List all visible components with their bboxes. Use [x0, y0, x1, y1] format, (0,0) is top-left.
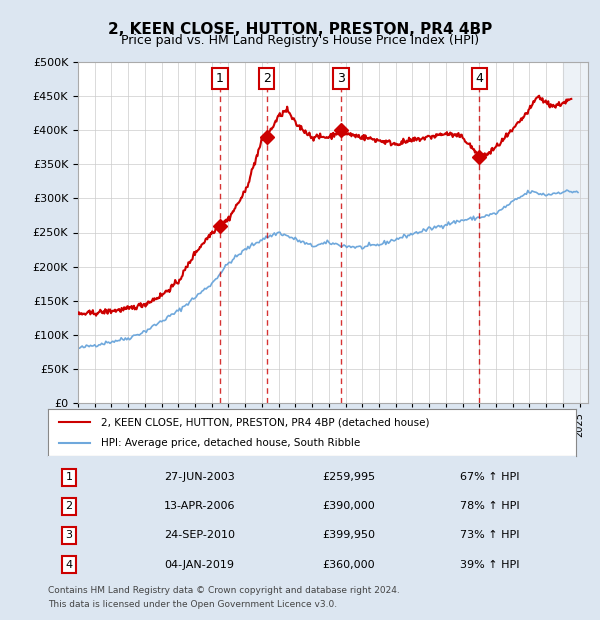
- Text: Contains HM Land Registry data © Crown copyright and database right 2024.: Contains HM Land Registry data © Crown c…: [48, 586, 400, 595]
- Text: HPI: Average price, detached house, South Ribble: HPI: Average price, detached house, Sout…: [101, 438, 360, 448]
- Text: 2, KEEN CLOSE, HUTTON, PRESTON, PR4 4BP: 2, KEEN CLOSE, HUTTON, PRESTON, PR4 4BP: [108, 22, 492, 37]
- Text: 13-APR-2006: 13-APR-2006: [164, 502, 236, 512]
- Text: 1: 1: [216, 73, 224, 85]
- Bar: [563, 62, 596, 403]
- Text: 39% ↑ HPI: 39% ↑ HPI: [460, 559, 520, 570]
- Text: Price paid vs. HM Land Registry's House Price Index (HPI): Price paid vs. HM Land Registry's House …: [121, 34, 479, 47]
- Text: 2: 2: [263, 73, 271, 85]
- Text: 27-JUN-2003: 27-JUN-2003: [164, 472, 235, 482]
- Text: 24-SEP-2010: 24-SEP-2010: [164, 531, 235, 541]
- Text: 3: 3: [65, 531, 73, 541]
- Text: 67% ↑ HPI: 67% ↑ HPI: [460, 472, 520, 482]
- Text: 2, KEEN CLOSE, HUTTON, PRESTON, PR4 4BP (detached house): 2, KEEN CLOSE, HUTTON, PRESTON, PR4 4BP …: [101, 417, 430, 427]
- Text: 2: 2: [65, 502, 73, 512]
- Text: £360,000: £360,000: [323, 559, 375, 570]
- Text: 1: 1: [65, 472, 73, 482]
- Text: £259,995: £259,995: [323, 472, 376, 482]
- Text: 4: 4: [65, 559, 73, 570]
- Text: 78% ↑ HPI: 78% ↑ HPI: [460, 502, 520, 512]
- Text: 73% ↑ HPI: 73% ↑ HPI: [460, 531, 520, 541]
- Text: 04-JAN-2019: 04-JAN-2019: [164, 559, 234, 570]
- Text: 3: 3: [337, 73, 345, 85]
- Text: £399,950: £399,950: [323, 531, 376, 541]
- Text: This data is licensed under the Open Government Licence v3.0.: This data is licensed under the Open Gov…: [48, 600, 337, 609]
- Text: 4: 4: [476, 73, 484, 85]
- Text: £390,000: £390,000: [323, 502, 376, 512]
